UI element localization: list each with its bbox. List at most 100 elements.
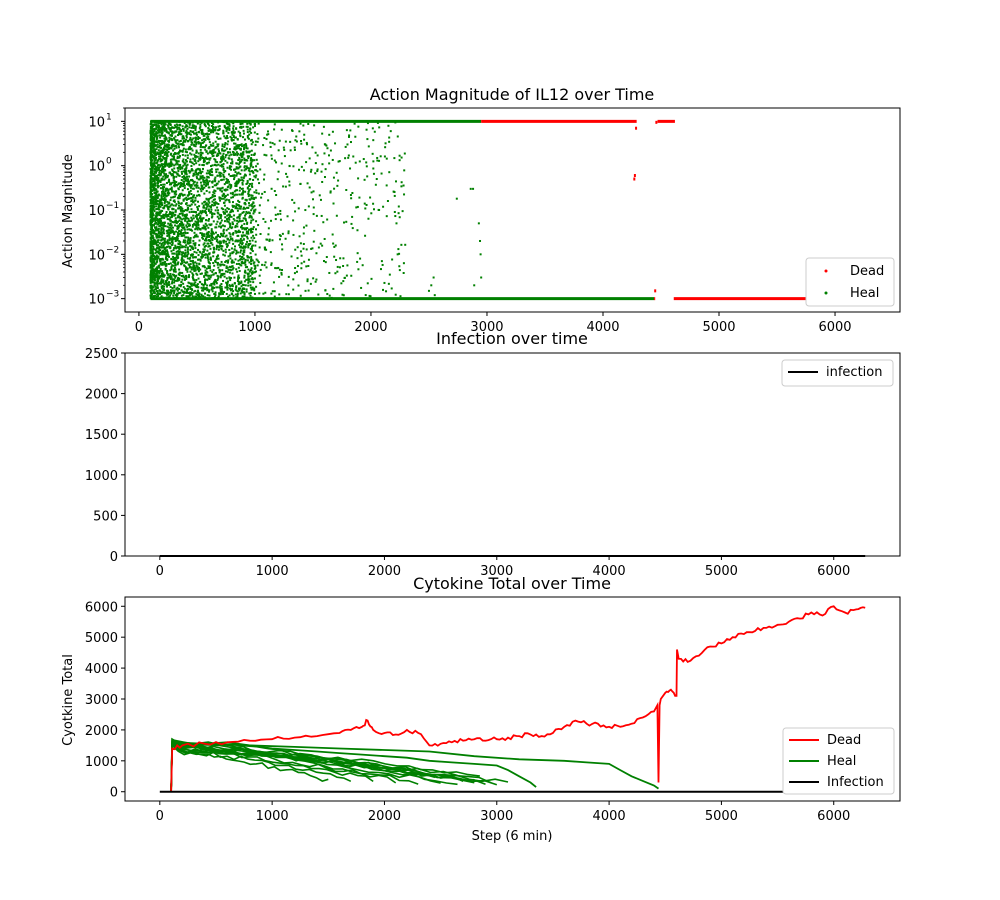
heal-point	[218, 246, 221, 249]
y-tick-label: 5000	[85, 631, 118, 646]
heal-point	[224, 170, 227, 173]
heal-point	[223, 121, 226, 124]
heal-point	[232, 134, 235, 137]
heal-point	[222, 197, 225, 200]
heal-point	[190, 165, 193, 168]
heal-point	[199, 188, 202, 191]
heal-point	[151, 269, 154, 272]
heal-point	[172, 176, 175, 179]
heal-point	[209, 165, 212, 168]
heal-point	[153, 189, 156, 192]
heal-point	[197, 254, 200, 257]
heal-point	[171, 231, 174, 234]
heal-point	[183, 264, 186, 267]
heal-point	[199, 251, 202, 254]
heal-point	[175, 221, 178, 224]
heal-point	[199, 177, 202, 180]
heal-point	[201, 139, 204, 142]
heal-point	[321, 244, 324, 247]
heal-point	[175, 159, 178, 162]
heal-point	[211, 297, 214, 300]
heal-point	[180, 130, 183, 133]
heal-point	[159, 205, 162, 208]
heal-point	[199, 144, 202, 147]
heal-point	[151, 165, 154, 168]
heal-point	[278, 238, 281, 241]
heal-point	[219, 235, 222, 238]
heal-point	[149, 257, 152, 260]
heal-point	[168, 283, 171, 286]
heal-point	[235, 127, 238, 130]
heal-point	[228, 148, 231, 151]
heal-point	[155, 188, 158, 191]
heal-point	[303, 169, 306, 172]
heal-point	[173, 190, 176, 193]
heal-point	[394, 293, 397, 296]
heal-point	[151, 235, 154, 238]
heal-point	[323, 260, 326, 263]
heal-point	[190, 254, 193, 257]
heal-point	[252, 166, 255, 169]
heal-point	[273, 190, 276, 193]
heal-point	[269, 145, 272, 148]
heal-point	[183, 210, 186, 213]
heal-point	[174, 144, 177, 147]
heal-point	[173, 292, 176, 295]
heal-point	[192, 268, 195, 271]
heal-point	[225, 229, 228, 232]
heal-point	[156, 287, 159, 290]
heal-point	[165, 252, 168, 255]
heal-point	[166, 191, 169, 194]
heal-point	[153, 205, 156, 208]
heal-point	[217, 154, 220, 157]
heal-point	[185, 151, 188, 154]
heal-point	[167, 163, 170, 166]
heal-point	[250, 255, 253, 258]
heal-point	[430, 284, 433, 287]
heal-point	[166, 194, 169, 197]
heal-point	[155, 247, 158, 250]
heal-point	[162, 141, 165, 144]
heal-point	[180, 253, 183, 256]
heal-point	[207, 245, 210, 248]
heal-point	[154, 288, 157, 291]
heal-point	[186, 295, 189, 298]
heal-point	[193, 210, 196, 213]
heal-point	[228, 180, 231, 183]
heal-point	[208, 234, 211, 237]
heal-point	[176, 157, 179, 160]
heal-point	[245, 243, 248, 246]
heal-point	[363, 178, 366, 181]
dead-point	[635, 126, 638, 130]
heal-point	[217, 245, 220, 248]
heal-point	[191, 141, 194, 144]
heal-point	[269, 141, 272, 144]
heal-point	[226, 220, 229, 223]
heal-point	[210, 228, 213, 231]
heal-point	[279, 209, 282, 212]
heal-point	[306, 278, 309, 281]
heal-point	[228, 294, 231, 297]
heal-point	[157, 230, 160, 233]
heal-point	[249, 215, 252, 218]
heal-point	[252, 244, 255, 247]
heal-point	[278, 268, 281, 271]
heal-point	[163, 285, 166, 288]
heal-point	[351, 191, 354, 194]
heal-point	[166, 200, 169, 203]
heal-point	[251, 278, 254, 281]
heal-point	[249, 294, 252, 297]
heal-point	[171, 242, 174, 245]
heal-point	[308, 186, 311, 189]
heal-point	[331, 233, 334, 236]
heal-point	[220, 197, 223, 200]
heal-point	[212, 251, 215, 254]
heal-point	[324, 289, 327, 292]
heal-point	[215, 280, 218, 283]
heal-point	[182, 297, 185, 300]
cytokine-title: Cytokine Total over Time	[413, 574, 611, 593]
heal-point	[210, 144, 213, 147]
heal-point	[216, 161, 219, 164]
heal-point	[162, 273, 165, 276]
heal-point	[154, 282, 157, 285]
